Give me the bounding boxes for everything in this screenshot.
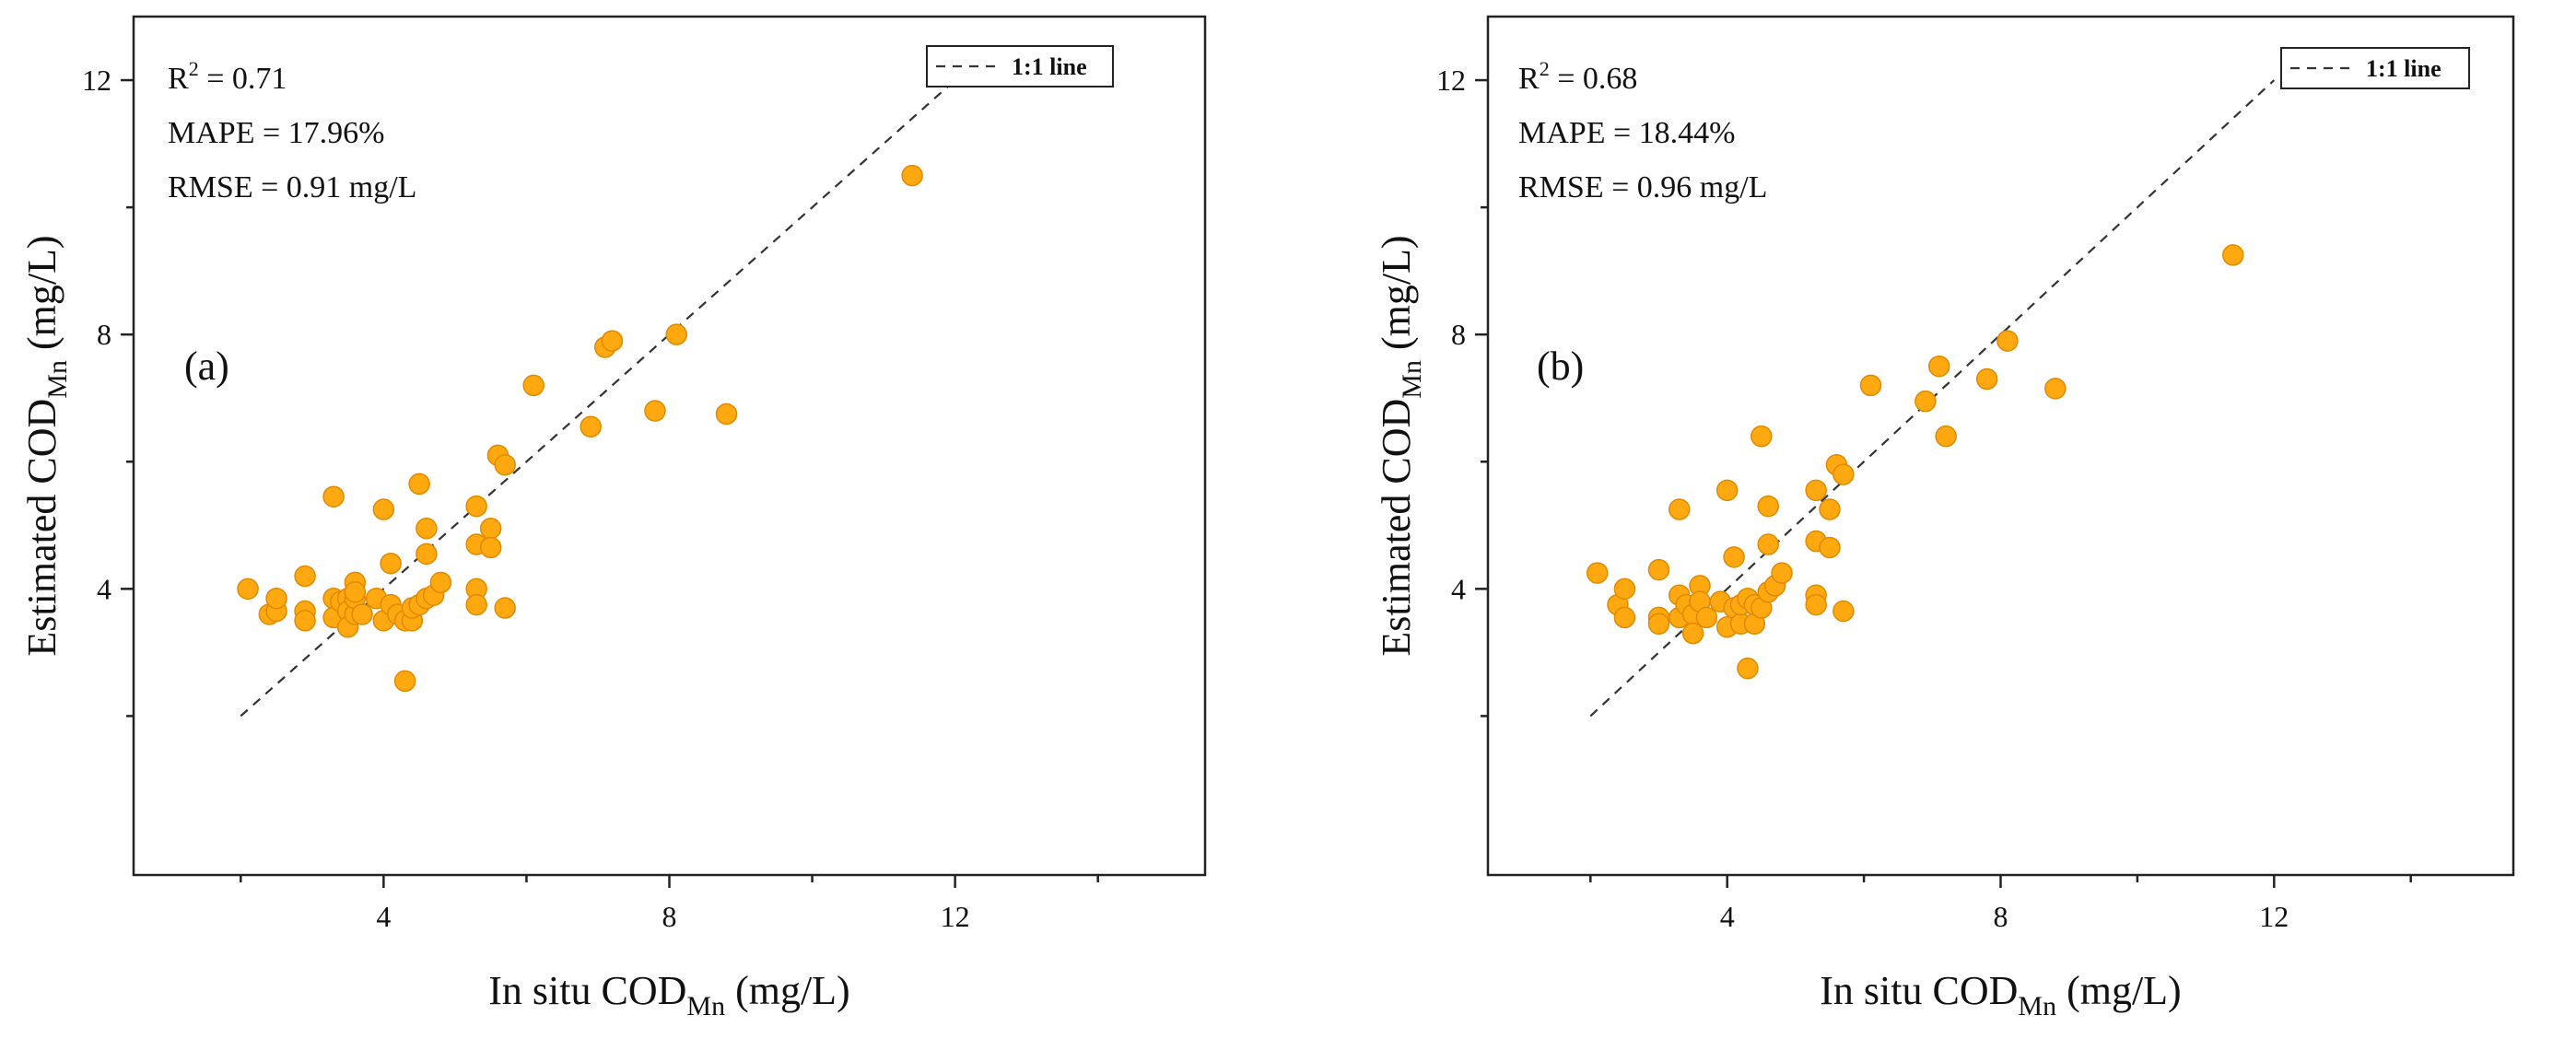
scatter-point	[380, 552, 402, 575]
scatter-point	[372, 498, 395, 520]
scatter-point	[1751, 425, 1773, 448]
scatter-point	[416, 517, 438, 540]
y-tick-label: 8	[1451, 318, 1466, 351]
scatter-point	[1859, 374, 1882, 397]
x-tick-label: 4	[1720, 900, 1735, 933]
scatter-point	[1613, 606, 1636, 629]
y-axis-title: Estimated CODMn (mg/L)	[19, 235, 73, 656]
scatter-point	[580, 415, 602, 438]
scatter-point	[393, 670, 416, 693]
panel-b: 4 8 12 4 8 12 1:1 line R2 = 0.68 MAPE = 18.44% RM…	[1374, 15, 2515, 1021]
y-tick-label: 12	[82, 64, 111, 97]
scatter-point	[1832, 463, 1855, 485]
scatter-point	[1695, 606, 1718, 629]
scatter-point	[1805, 479, 1827, 502]
scatter-point	[494, 597, 516, 619]
mape-text: MAPE = 17.96%	[168, 116, 384, 150]
scatter-point	[465, 495, 487, 518]
scatter-point	[1613, 578, 1636, 601]
scatter-point	[1647, 558, 1670, 581]
scatter-point	[2222, 244, 2244, 266]
scatter-point	[1975, 368, 1998, 391]
scatter-point	[265, 587, 287, 610]
x-tick-label: 4	[376, 900, 391, 933]
scatter-point	[429, 571, 452, 594]
scatter-point	[1681, 622, 1704, 645]
scatter-point	[294, 610, 316, 632]
scatter-point	[644, 400, 666, 422]
rmse-text: RMSE = 0.96 mg/L	[1518, 170, 1767, 204]
y-tick-label: 8	[97, 318, 111, 351]
scatter-point	[237, 578, 259, 601]
scatter-point	[1935, 425, 1957, 448]
scatter-point	[416, 542, 438, 566]
scatter-point	[1805, 593, 1827, 616]
scatter-point	[601, 330, 624, 352]
scatter-point	[1737, 657, 1759, 680]
scatter-point	[522, 374, 544, 397]
panel-label: (b)	[1537, 344, 1584, 389]
x-tick-label: 8	[1994, 900, 2008, 933]
scatter-point	[1996, 330, 2019, 352]
scatter-point	[494, 453, 516, 476]
scatter-point	[351, 603, 373, 625]
scatter-point	[1647, 612, 1670, 636]
legend: 1:1 line	[2280, 47, 2470, 89]
scatter-point	[1914, 390, 1937, 413]
scatter-point	[2044, 378, 2067, 400]
scatter-point	[1757, 495, 1779, 518]
legend: 1:1 line	[926, 45, 1114, 88]
legend-label: 1:1 line	[1012, 53, 1087, 80]
scatter-point	[294, 565, 316, 588]
y-tick-label: 4	[97, 572, 111, 605]
rmse-text: RMSE = 0.91 mg/L	[168, 170, 416, 204]
x-tick-label: 12	[2259, 900, 2289, 933]
y-axis-title: Estimated CODMn (mg/L)	[1374, 235, 1427, 656]
legend-label: 1:1 line	[2366, 55, 2441, 82]
panel-a: 4 8 12 4 8 12 1:1 line R2 = 0.71 MAPE = 17.96% RM…	[19, 15, 1207, 1021]
x-tick-label: 8	[662, 900, 677, 933]
scatter-point	[344, 581, 367, 603]
y-tick-label: 4	[1451, 572, 1466, 605]
scatter-point	[1757, 533, 1779, 555]
scatter-point	[408, 472, 430, 496]
scatter-point	[322, 485, 345, 508]
scatter-point	[479, 536, 502, 559]
x-tick-label: 12	[941, 900, 970, 933]
scatter-point	[1586, 562, 1609, 584]
scatter-point	[1723, 546, 1745, 568]
scatter-point	[715, 402, 738, 426]
scatter-point	[1832, 600, 1855, 623]
scatter-point	[1927, 355, 1950, 378]
r-squared-text: R2 = 0.68	[1518, 57, 1637, 96]
x-axis-title: In situ CODMn (mg/L)	[1820, 968, 2181, 1021]
r-squared-text: R2 = 0.71	[168, 57, 287, 96]
panel-label: (a)	[184, 344, 229, 389]
scatter-point	[1771, 562, 1793, 584]
scatter-point	[479, 517, 502, 540]
one-to-one-line	[240, 79, 956, 718]
y-tick-label: 12	[1436, 64, 1466, 97]
scatter-point	[1715, 479, 1739, 502]
mape-text: MAPE = 18.44%	[1518, 116, 1735, 150]
scatter-point	[1819, 536, 1841, 559]
x-axis-title: In situ CODMn (mg/L)	[488, 968, 849, 1021]
scatter-point	[1819, 498, 1841, 520]
scatter-point	[1669, 498, 1691, 520]
scatter-point	[465, 593, 487, 616]
scatter-point	[901, 164, 923, 187]
scatter-point	[665, 323, 688, 345]
